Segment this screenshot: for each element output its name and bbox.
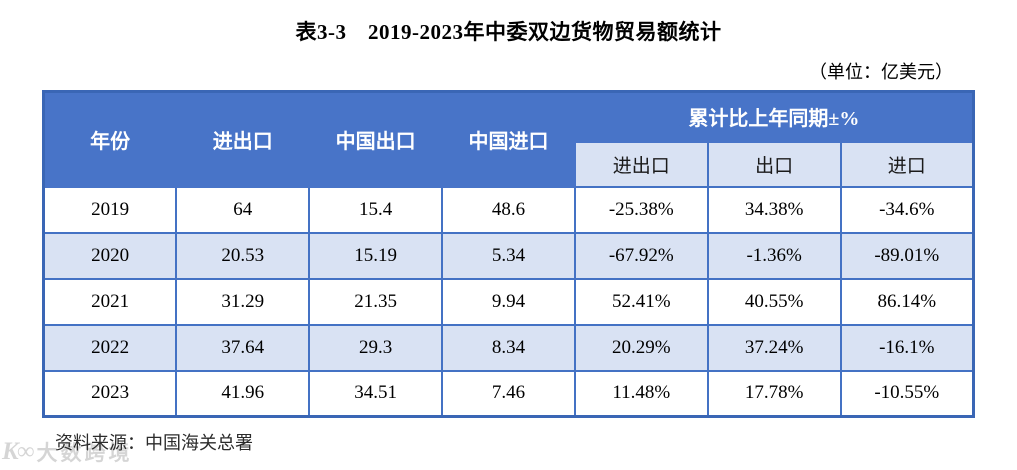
page-title: 表3-3 2019-2023年中委双边货物贸易额统计 — [295, 20, 722, 44]
table-cell: 40.55% — [706, 277, 842, 326]
table-cell: -16.1% — [839, 323, 975, 372]
table-cell: 41.96 — [175, 369, 311, 418]
table-row: 2021 31.29 21.35 9.94 52.41% 40.55% 86.14% — [42, 277, 975, 326]
unit-label: （单位：亿美元） — [809, 62, 953, 82]
table-cell: -89.01% — [839, 231, 975, 280]
year-cell: 2023 — [42, 369, 178, 418]
table-cell: -34.6% — [839, 185, 975, 234]
table-cell: 8.34 — [441, 323, 576, 372]
table-cell: 17.78% — [706, 369, 842, 418]
table-row: 2023 41.96 34.51 7.46 11.48% 17.78% -10.55% — [42, 369, 975, 418]
data-source-label: 资料来源：中国海关总署 — [55, 433, 253, 453]
table-cell: 29.3 — [308, 323, 444, 372]
table-cell: 64 — [175, 185, 311, 234]
table-body: 2019 64 15.4 48.6 -25.38% 34.38% -34.6% 2020 20.… — [42, 185, 975, 418]
table-cell: -25.38% — [573, 185, 709, 234]
table-cell: 37.24% — [706, 323, 842, 372]
year-cell: 2019 — [42, 185, 178, 234]
header-row-sub: 进出口 出口 进口 — [44, 140, 975, 188]
table-cell: -1.36% — [706, 231, 842, 280]
column-header-import-export: 进出口 — [175, 90, 311, 188]
table-cell: 37.64 — [175, 323, 311, 372]
trade-statistics-table: 年份 进出口 中国出口 中国进口 累计比上年同期±% 进出口 出口 进口 201… — [42, 90, 975, 418]
table-cell: 21.35 — [308, 277, 444, 326]
table-cell: 11.48% — [573, 369, 709, 418]
column-group-header-yoy: 累计比上年同期±% — [573, 90, 975, 143]
table-cell: 9.94 — [441, 277, 576, 326]
table-cell: 15.4 — [308, 185, 444, 234]
table-cell: 34.51 — [308, 369, 444, 418]
column-header-year: 年份 — [42, 90, 178, 188]
sub-header-export: 出口 — [706, 140, 842, 188]
table-cell: 20.53 — [175, 231, 311, 280]
table-cell: -10.55% — [839, 369, 975, 418]
table-cell: 48.6 — [441, 185, 576, 234]
year-cell: 2021 — [42, 277, 178, 326]
watermark-logo-icon: K∞ — [2, 438, 34, 465]
table-cell: 52.41% — [573, 277, 709, 326]
table-row: 2019 64 15.4 48.6 -25.38% 34.38% -34.6% — [42, 185, 975, 234]
sub-header-import-export: 进出口 — [573, 140, 709, 188]
table-cell: 20.29% — [573, 323, 709, 372]
table-cell: -67.92% — [573, 231, 709, 280]
table-cell: 86.14% — [839, 277, 975, 326]
table-cell: 5.34 — [441, 231, 576, 280]
table-cell: 31.29 — [175, 277, 311, 326]
sub-header-import: 进口 — [839, 140, 975, 188]
table-cell: 15.19 — [308, 231, 444, 280]
table-row: 2020 20.53 15.19 5.34 -67.92% -1.36% -89.01% — [42, 231, 975, 280]
table-cell: 34.38% — [706, 185, 842, 234]
header-row-top: 年份 进出口 中国出口 中国进口 累计比上年同期±% — [42, 90, 975, 188]
column-header-china-import: 中国进口 — [441, 90, 576, 188]
table-row: 2022 37.64 29.3 8.34 20.29% 37.24% -16.1% — [42, 323, 975, 372]
year-cell: 2020 — [42, 231, 178, 280]
year-cell: 2022 — [42, 323, 178, 372]
column-header-china-export: 中国出口 — [308, 90, 444, 188]
table-cell: 7.46 — [441, 369, 576, 418]
